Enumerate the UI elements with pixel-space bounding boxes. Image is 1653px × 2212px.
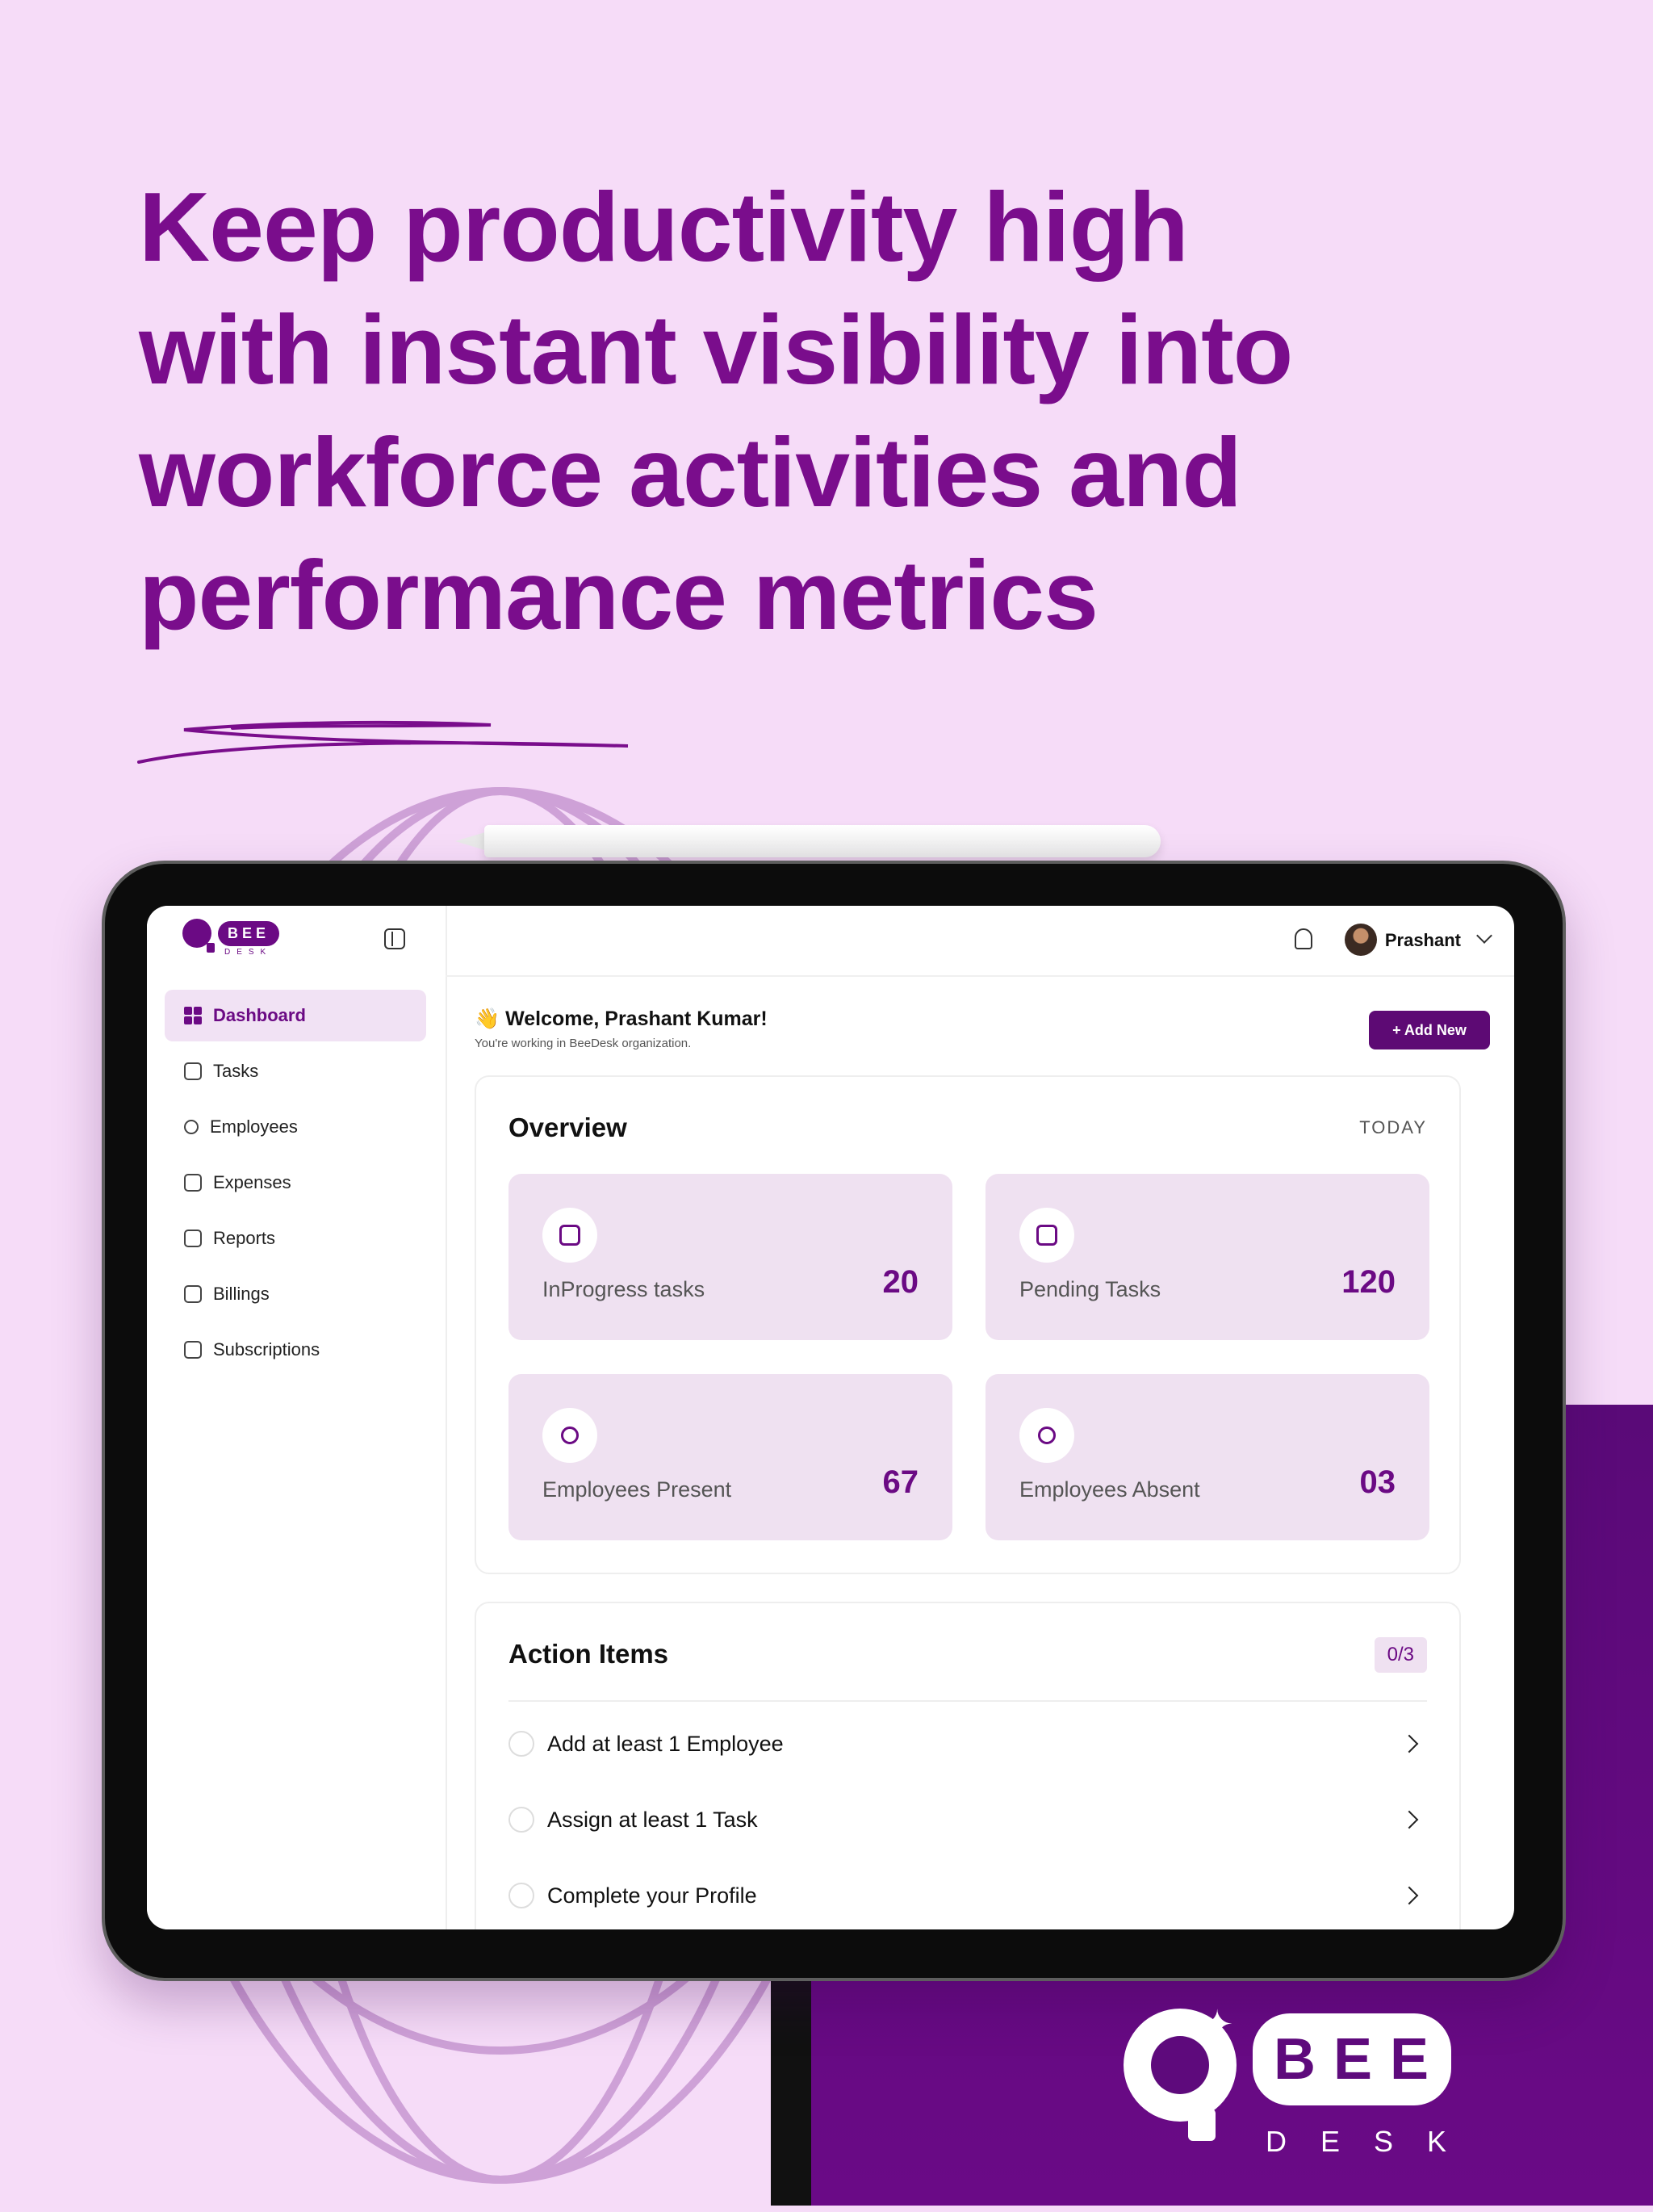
sidebar-item-label: Reports (213, 1228, 276, 1248)
app-screen: BEE DESK Dashboard Tasks Employees (147, 906, 1514, 1929)
stat-label: InProgress tasks (542, 1277, 705, 1301)
underline-scribble (137, 720, 629, 764)
sidebar-item-label: Expenses (213, 1172, 291, 1192)
chevron-right-icon (1400, 1810, 1419, 1829)
sidebar-item-reports[interactable]: Reports (165, 1213, 426, 1264)
user-x-icon (1019, 1408, 1074, 1463)
sidebar-item-expenses[interactable]: Expenses (165, 1157, 426, 1209)
welcome-title: 👋 Welcome, Prashant Kumar! (475, 1008, 768, 1030)
sidebar-item-subscriptions[interactable]: Subscriptions (165, 1324, 426, 1376)
progress-badge: 0/3 (1374, 1637, 1427, 1673)
tasks-icon (184, 1062, 202, 1080)
action-items-title: Action Items (508, 1639, 669, 1669)
user-name[interactable]: Prashant (1384, 930, 1461, 950)
dashboard-grid-icon (184, 1007, 202, 1024)
wallet-icon (184, 1174, 202, 1192)
action-item-label: Add at least 1 Employee (547, 1731, 784, 1756)
sidebar-item-label: Billings (213, 1284, 270, 1304)
action-item-row[interactable]: Complete your Profile (508, 1871, 1427, 1920)
overview-card: Overview TODAY InProgress tasks 20 Pendi… (475, 1075, 1461, 1574)
action-item-label: Complete your Profile (547, 1883, 757, 1908)
stat-label: Employees Absent (1019, 1477, 1200, 1502)
card-icon (184, 1341, 202, 1359)
brand-desk-text: DESK (1266, 2125, 1481, 2158)
sidebar-item-employees[interactable]: Employees (165, 1101, 426, 1153)
sidebar: BEE DESK Dashboard Tasks Employees (147, 906, 447, 1929)
marketing-headline: Keep productivity high with instant visi… (139, 172, 1293, 650)
sidebar-toggle-icon[interactable] (384, 928, 405, 949)
avatar[interactable] (1345, 924, 1377, 956)
logo-bee-text: BEE (218, 920, 280, 946)
sidebar-item-tasks[interactable]: Tasks (165, 1045, 426, 1097)
action-item-row[interactable]: Add at least 1 Employee (508, 1720, 1427, 1768)
add-new-button[interactable]: + Add New (1369, 1011, 1490, 1049)
sidebar-item-label: Dashboard (213, 1005, 306, 1025)
stat-value: 20 (882, 1264, 919, 1300)
sidebar-item-label: Employees (210, 1116, 298, 1137)
welcome-subtitle: You're working in BeeDesk organization. (475, 1037, 692, 1050)
app-logo[interactable]: BEE (182, 919, 280, 953)
chevron-right-icon (1400, 1734, 1419, 1753)
stat-card-absent[interactable]: Employees Absent 03 (986, 1374, 1429, 1540)
chevron-down-icon[interactable] (1476, 928, 1492, 944)
logo-desk-text: DESK (224, 948, 273, 957)
calendar-clock-icon (542, 1208, 597, 1263)
stat-card-inprogress[interactable]: InProgress tasks 20 (508, 1174, 952, 1340)
overview-title: Overview (508, 1112, 627, 1142)
stylus-pencil (484, 825, 1161, 857)
employees-icon (184, 1120, 199, 1134)
sidebar-item-label: Tasks (213, 1061, 259, 1081)
action-items-card: Action Items 0/3 Add at least 1 Employee… (475, 1602, 1461, 1929)
beedesk-brand-logo: ✦ BEE DESK (1124, 2004, 1463, 2162)
stat-value: 03 (1359, 1464, 1396, 1500)
sidebar-item-label: Subscriptions (213, 1339, 320, 1359)
brand-bee-text: BEE (1253, 2013, 1451, 2105)
stat-card-pending[interactable]: Pending Tasks 120 (986, 1174, 1429, 1340)
checkbox-circle[interactable] (508, 1807, 534, 1833)
sidebar-item-dashboard[interactable]: Dashboard (165, 990, 426, 1041)
bee-logo-icon (182, 919, 215, 953)
notepad-icon (1019, 1208, 1074, 1263)
sidebar-item-billings[interactable]: Billings (165, 1268, 426, 1320)
divider (508, 1700, 1427, 1702)
bell-icon[interactable] (1295, 928, 1312, 949)
period-selector[interactable]: TODAY (1359, 1117, 1427, 1137)
sidebar-nav: Dashboard Tasks Employees Expenses Repor… (165, 990, 426, 1380)
action-item-row[interactable]: Assign at least 1 Task (508, 1795, 1427, 1844)
stat-value: 67 (882, 1464, 919, 1500)
checkbox-circle[interactable] (508, 1731, 534, 1757)
stat-label: Employees Present (542, 1477, 732, 1502)
user-check-icon (542, 1408, 597, 1463)
reports-icon (184, 1230, 202, 1247)
stylus-tip (455, 832, 488, 851)
checkbox-circle[interactable] (508, 1883, 534, 1908)
billing-icon (184, 1285, 202, 1303)
topbar: Prashant (446, 906, 1514, 977)
stat-value: 120 (1341, 1264, 1396, 1300)
action-item-label: Assign at least 1 Task (547, 1807, 758, 1832)
stat-card-present[interactable]: Employees Present 67 (508, 1374, 952, 1540)
chevron-right-icon (1400, 1886, 1419, 1905)
stat-label: Pending Tasks (1019, 1277, 1161, 1301)
sparkle-icon: ✦ (1201, 2004, 1234, 2047)
bee-q-icon (1124, 2009, 1237, 2141)
